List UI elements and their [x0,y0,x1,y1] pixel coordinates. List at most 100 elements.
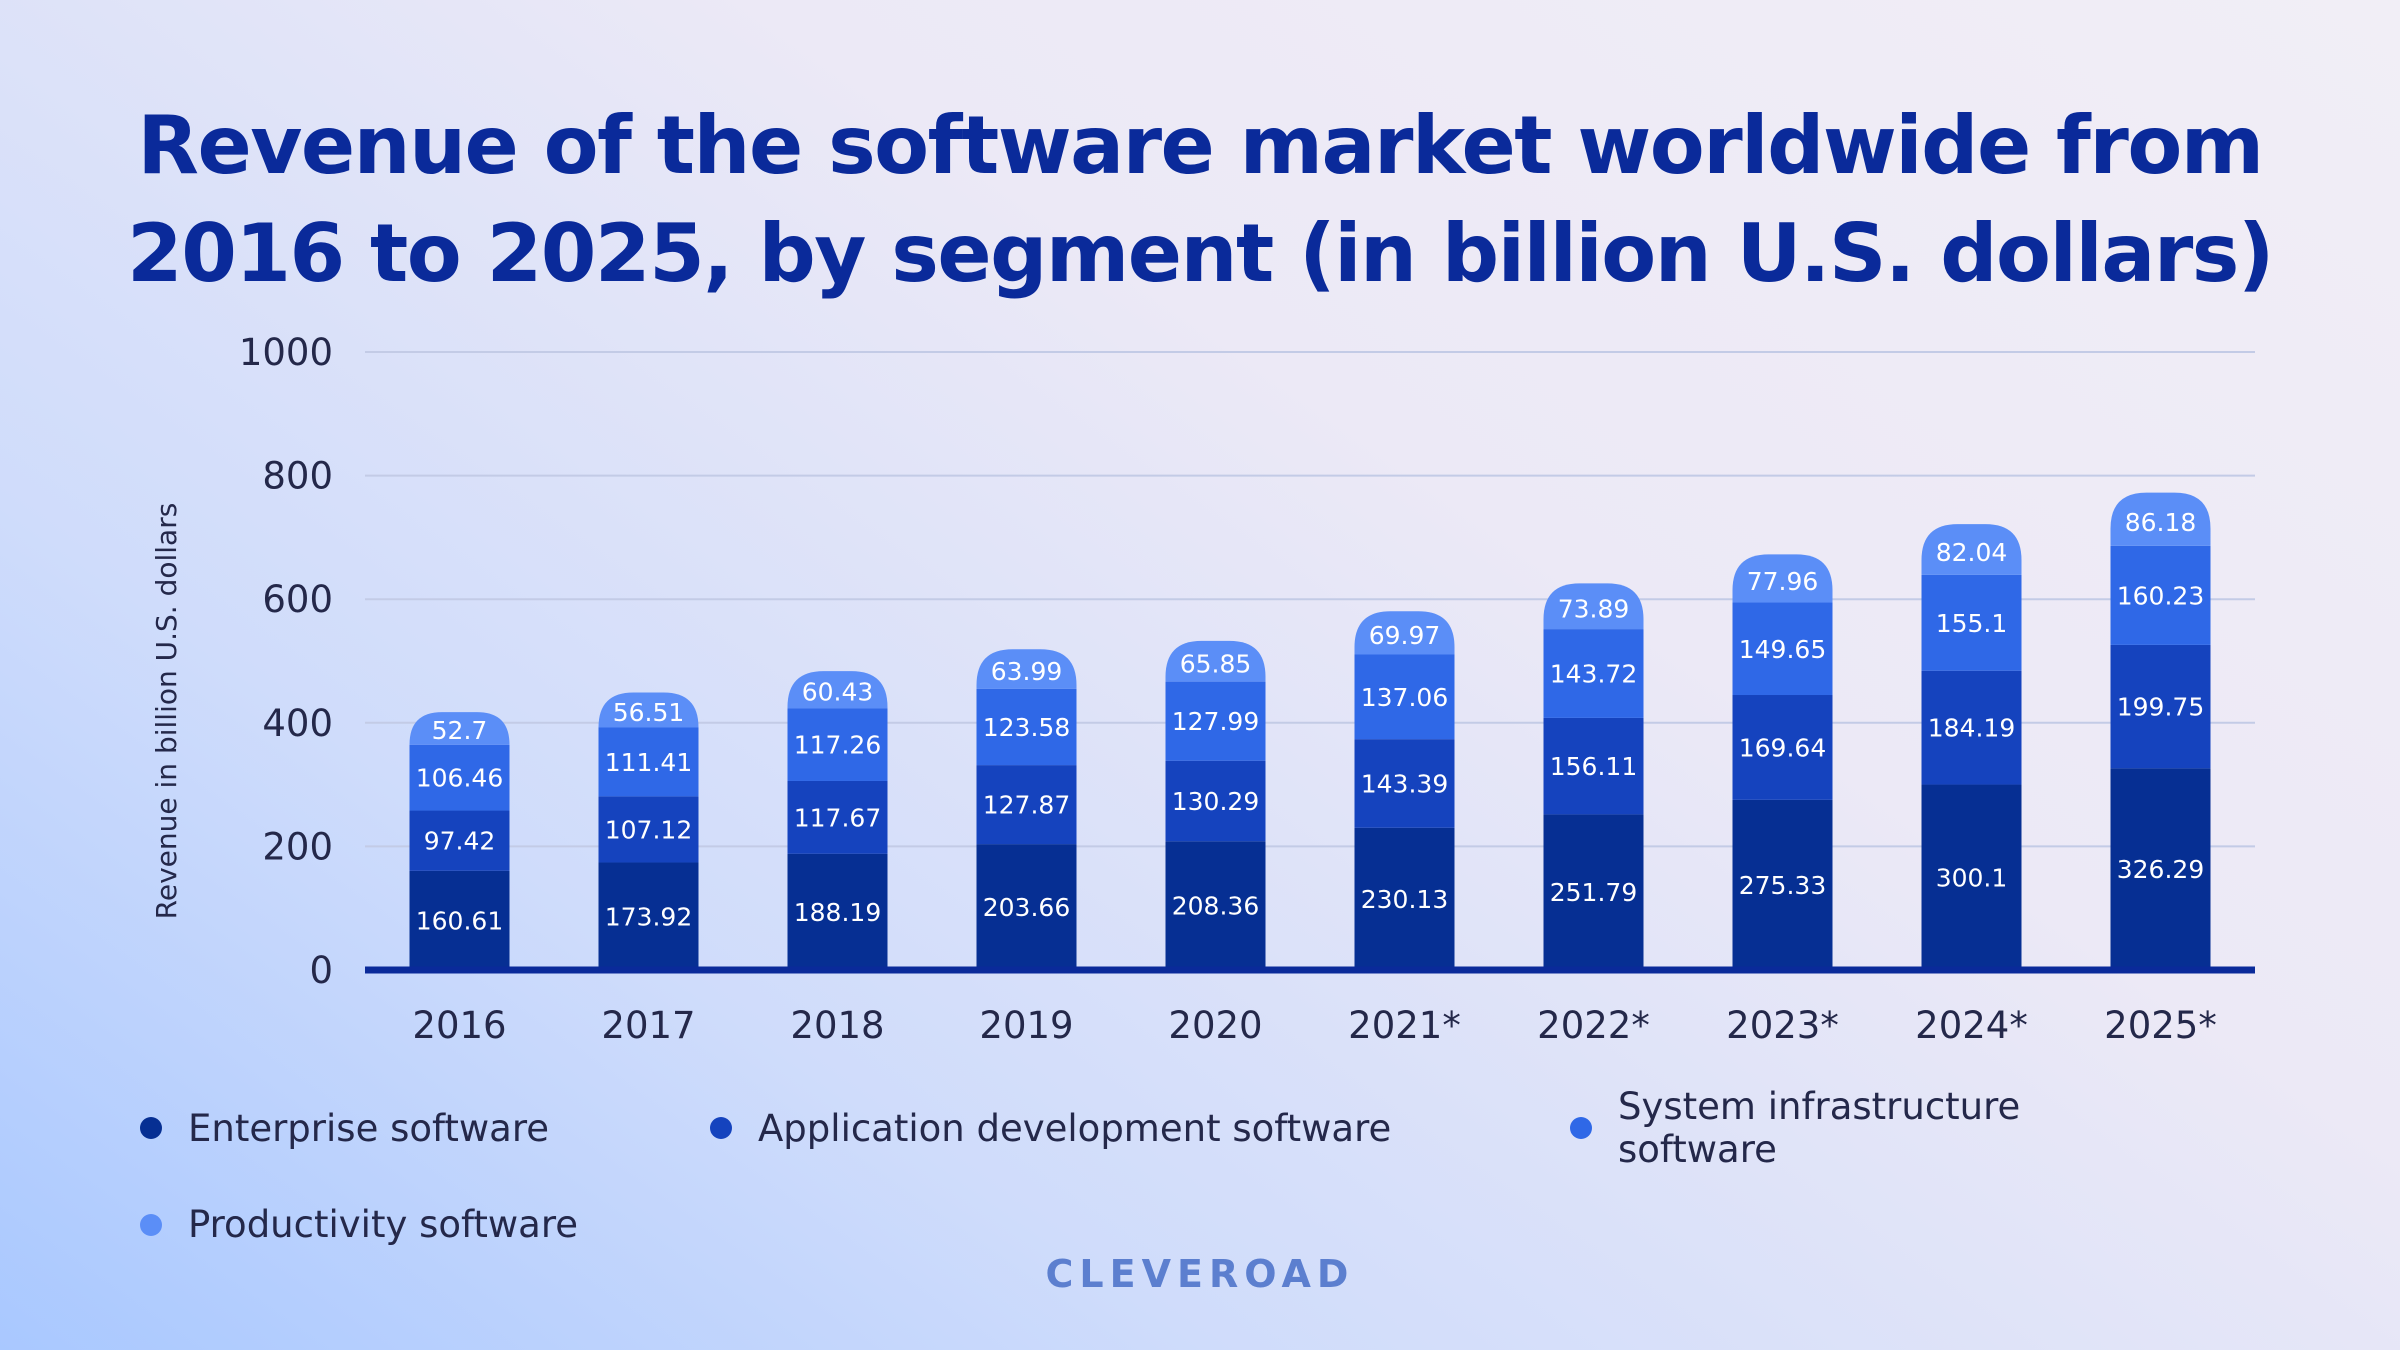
bar-value-label: 117.67 [794,803,881,832]
bar-segment [1165,841,1266,970]
bar-segment [1732,799,1833,970]
bar-value-label: 230.13 [1361,885,1448,914]
bar-value-label: 106.46 [416,764,503,793]
bar-segment [787,708,888,781]
bar-value-label: 156.11 [1550,752,1637,781]
y-tick-label: 1000 [239,331,333,374]
bar-value-label: 251.79 [1550,878,1637,907]
bar-value-label: 107.12 [605,815,692,844]
bar-segment [2110,768,2211,970]
bar-value-label: 69.97 [1369,621,1441,650]
bar-segment [1354,827,1455,970]
x-tick-label: 2024* [1915,1004,2028,1047]
legend-label: System infrastructure software [1618,1085,2021,1171]
bar-segment [787,671,888,709]
bar-value-label: 326.29 [2117,855,2204,884]
bar-segment [1921,574,2022,671]
legend-item: System infrastructure software [1570,1085,2140,1171]
bar-segment [1543,583,1644,630]
bar-segment [1543,717,1644,815]
bar-value-label: 199.75 [2117,693,2204,722]
bar-segment [1732,695,1833,800]
legend-marker-icon [140,1117,162,1139]
bar-segment [976,688,1077,766]
bar-segment [1921,670,2022,785]
legend: Enterprise software Application developme… [140,1085,2300,1246]
y-tick-label: 600 [262,578,333,621]
legend-item: Productivity software [140,1203,710,1246]
y-axis-title: Revenue in billion U.S. dollars [150,503,183,920]
legend-item: Enterprise software [140,1085,710,1171]
bar-segment [1732,602,1833,696]
y-tick-label: 0 [309,949,333,992]
bar-value-label: 275.33 [1739,871,1826,900]
bar-value-label: 63.99 [991,657,1063,686]
bar-value-label: 143.72 [1550,660,1637,689]
bar-value-label: 111.41 [605,748,692,777]
bar-value-label: 123.58 [983,713,1070,742]
y-tick-label: 400 [262,702,333,745]
bar-value-label: 173.92 [605,902,692,931]
legend-marker-icon [140,1213,162,1236]
bar-segment [787,853,888,970]
bar-segment [1165,681,1266,761]
bar-value-label: 97.42 [424,827,496,856]
bar-segment [787,780,888,854]
bar-segment [1921,524,2022,575]
bar-value-label: 160.61 [416,906,503,935]
legend-label: Application development software [758,1106,1392,1150]
bar-segment [1354,739,1455,828]
x-tick-label: 2025* [2104,1004,2217,1047]
x-tick-label: 2016 [412,1004,506,1047]
bar-value-label: 65.85 [1180,649,1252,678]
bar-segment [1921,784,2022,970]
bar-segment [1354,611,1455,655]
bar-value-label: 203.66 [983,893,1070,922]
bar-value-label: 86.18 [2125,508,2197,537]
bar-segment [2110,492,2211,546]
bar-value-label: 60.43 [802,678,874,707]
brand-logo: CLEVEROAD [1045,1252,1355,1296]
bar-value-label: 82.04 [1936,538,2008,567]
bar-segment [409,870,510,970]
bar-value-label: 137.06 [1361,683,1448,712]
x-tick-label: 2020 [1168,1004,1262,1047]
bar-segment [976,765,1077,845]
legend-label: Productivity software [188,1203,578,1246]
bar-value-label: 155.1 [1936,609,2008,638]
bar-segment [598,862,699,970]
bar-segment [1165,760,1266,842]
legend-marker-icon [710,1117,732,1139]
bar-value-label: 77.96 [1747,567,1819,596]
bar-segment [409,744,510,811]
bar-value-label: 127.87 [983,791,1070,820]
bar-segment [2110,545,2211,645]
bar-value-label: 208.36 [1172,892,1259,921]
bar-segment [976,649,1077,689]
bar-value-label: 127.99 [1172,707,1259,736]
y-tick-label: 200 [262,825,333,868]
bar-value-label: 188.19 [794,898,881,927]
chart-title: Revenue of the software market worldwide… [127,99,2274,300]
bar-value-label: 130.29 [1172,787,1259,816]
x-tick-label: 2022* [1537,1004,1650,1047]
bar-segment [598,727,699,797]
bar-segment [598,692,699,728]
bar-segment [976,844,1077,970]
y-tick-label: 800 [262,455,333,498]
legend-label: Enterprise software [188,1106,549,1150]
x-tick-label: 2023* [1726,1004,1839,1047]
bar-segment [1543,814,1644,970]
bar-segment [1543,629,1644,718]
bar-segment [1165,640,1266,682]
bar-value-label: 143.39 [1361,769,1448,798]
legend-marker-icon [1570,1117,1592,1139]
bar-value-label: 117.26 [794,731,881,760]
bar-value-label: 52.7 [432,716,488,745]
x-tick-label: 2021* [1348,1004,1461,1047]
bar-segment [598,796,699,863]
bar-value-label: 56.51 [613,698,685,727]
bar-value-label: 300.1 [1936,863,2008,892]
legend-item: Application development software [710,1085,1570,1171]
